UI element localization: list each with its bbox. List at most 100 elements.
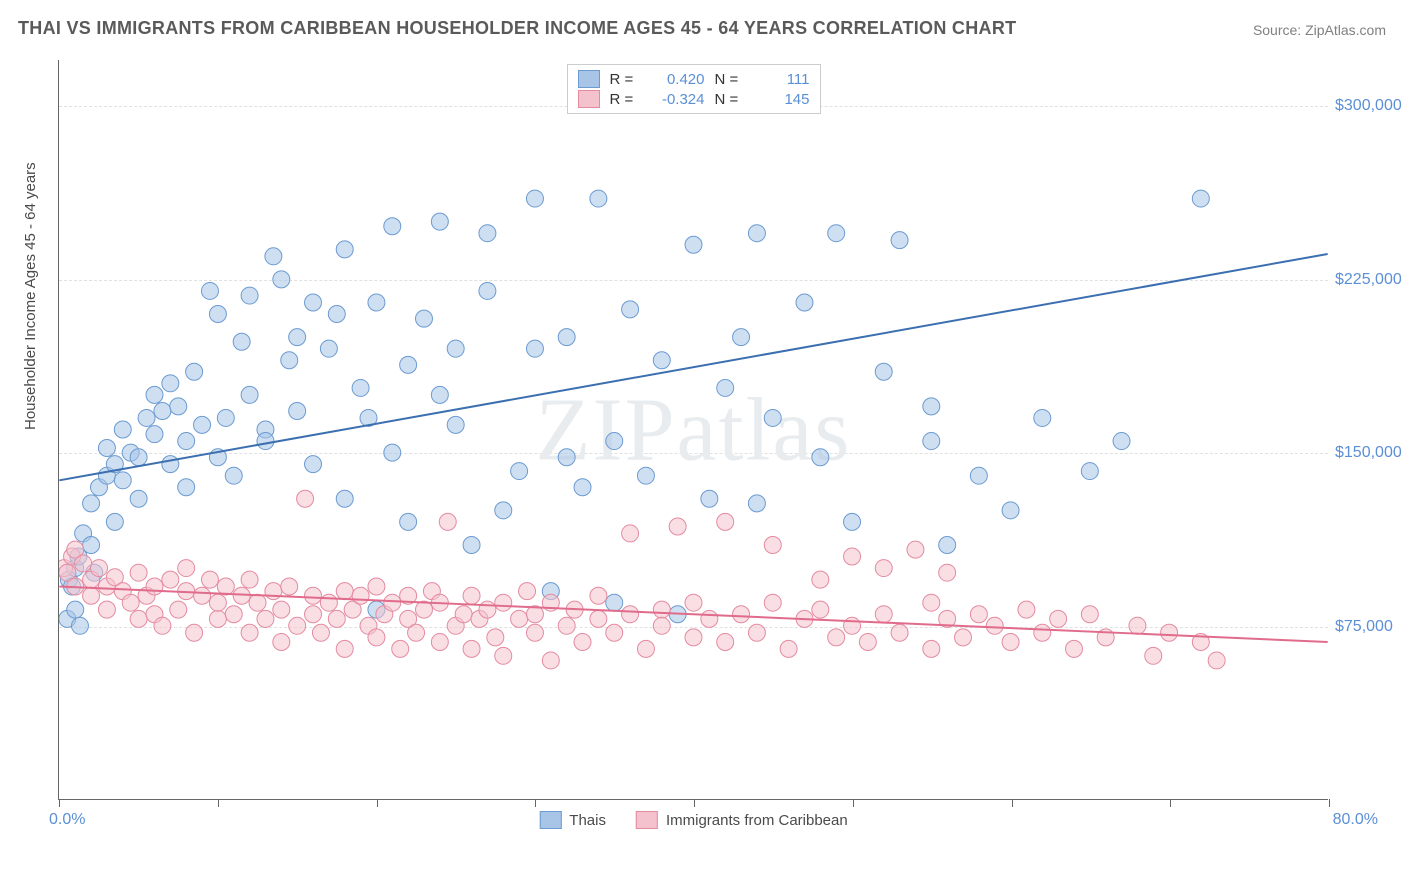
data-point [685,594,702,611]
data-point [336,490,353,507]
data-point [907,541,924,558]
data-point [201,282,218,299]
swatch-thais [539,811,561,829]
data-point [558,617,575,634]
data-point [447,340,464,357]
data-point [289,617,306,634]
data-point [463,587,480,604]
data-point [305,456,322,473]
data-point [748,624,765,641]
data-point [209,306,226,323]
data-point [225,606,242,623]
data-point [368,578,385,595]
data-point [685,629,702,646]
data-point [281,578,298,595]
data-point [479,601,496,618]
data-point [1034,624,1051,641]
chart-title: THAI VS IMMIGRANTS FROM CARIBBEAN HOUSEH… [18,18,1016,39]
data-point [194,587,211,604]
data-point [352,587,369,604]
data-point [130,490,147,507]
data-point [312,624,329,641]
data-point [408,624,425,641]
data-point [590,610,607,627]
data-point [273,271,290,288]
data-point [701,490,718,507]
data-point [305,587,322,604]
y-tick-label: $225,000 [1335,271,1406,289]
data-point [209,610,226,627]
data-point [289,403,306,420]
data-point [281,352,298,369]
data-point [241,386,258,403]
data-point [923,398,940,415]
data-point [273,601,290,618]
data-point [479,225,496,242]
data-point [955,629,972,646]
x-tick [1012,799,1013,807]
data-point [970,467,987,484]
data-point [368,629,385,646]
legend-row-caribbean: R = -0.324 N = 145 [578,89,810,109]
data-point [812,601,829,618]
data-point [400,356,417,373]
data-point [273,633,290,650]
data-point [209,594,226,611]
data-point [828,629,845,646]
swatch-thais [578,70,600,88]
r-value-caribbean: -0.324 [650,91,705,108]
y-tick-label: $300,000 [1335,97,1406,115]
source-attribution: Source: ZipAtlas.com [1253,22,1386,38]
data-point [83,495,100,512]
data-point [1145,647,1162,664]
data-point [685,236,702,253]
data-point [558,329,575,346]
data-point [320,340,337,357]
data-point [241,287,258,304]
data-point [289,329,306,346]
data-point [170,601,187,618]
data-point [162,571,179,588]
data-point [526,190,543,207]
data-point [83,536,100,553]
data-point [606,594,623,611]
data-point [764,536,781,553]
data-point [106,513,123,530]
data-point [542,652,559,669]
chart-svg [59,60,1328,799]
data-point [717,513,734,530]
data-point [170,398,187,415]
data-point [780,640,797,657]
legend-label-thais: Thais [569,812,606,829]
data-point [511,463,528,480]
data-point [336,241,353,258]
data-point [138,409,155,426]
data-point [320,594,337,611]
data-point [305,606,322,623]
data-point [970,606,987,623]
data-point [201,571,218,588]
y-axis-label: Householder Income Ages 45 - 64 years [22,162,39,430]
data-point [939,536,956,553]
data-point [812,449,829,466]
data-point [526,624,543,641]
data-point [923,594,940,611]
data-point [392,640,409,657]
series-legend: Thais Immigrants from Caribbean [539,811,847,829]
data-point [495,647,512,664]
data-point [875,363,892,380]
data-point [844,513,861,530]
data-point [67,601,84,618]
data-point [368,294,385,311]
legend-item-thais: Thais [539,811,606,829]
data-point [986,617,1003,634]
data-point [463,536,480,553]
data-point [875,606,892,623]
data-point [186,363,203,380]
data-point [305,294,322,311]
correlation-legend: R = 0.420 N = 111 R = -0.324 N = 145 [567,64,821,114]
data-point [114,472,131,489]
data-point [162,375,179,392]
data-point [178,560,195,577]
data-point [122,594,139,611]
